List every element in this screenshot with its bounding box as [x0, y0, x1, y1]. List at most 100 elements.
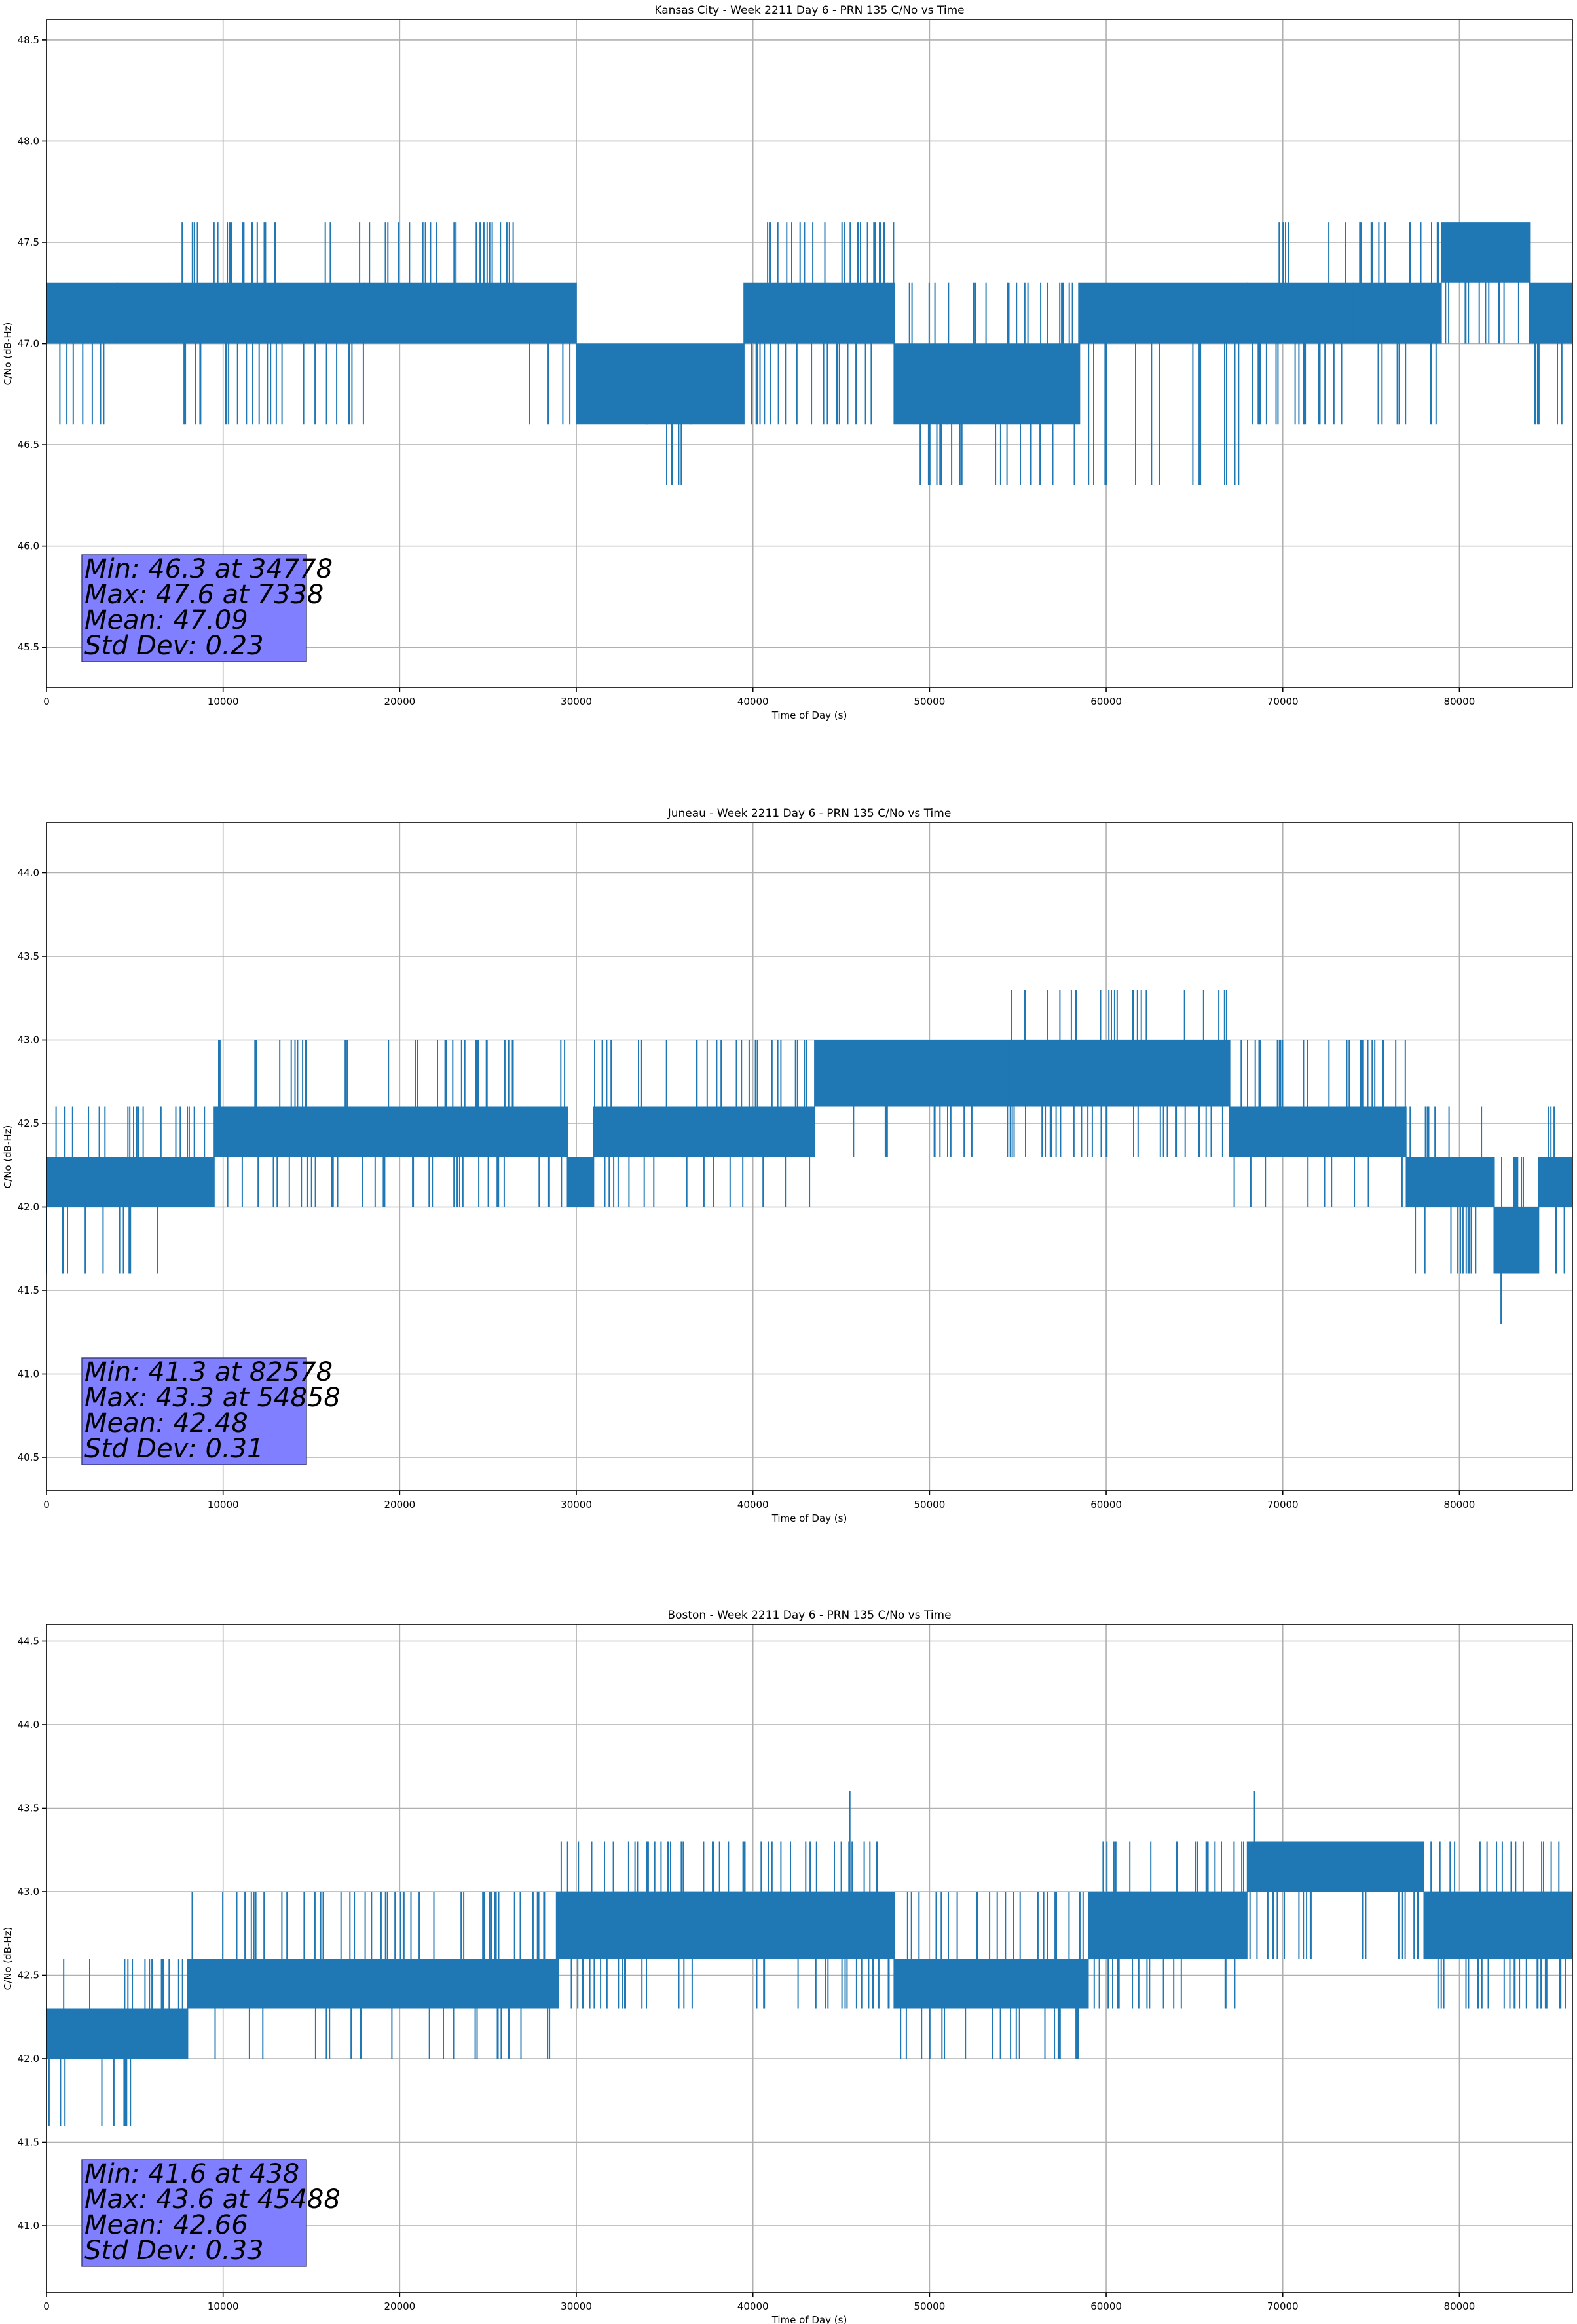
- x-tick-label: 30000: [561, 696, 592, 707]
- series-segment-2: [213, 1040, 568, 1207]
- x-tick-label: 70000: [1267, 2300, 1299, 2312]
- y-tick-label: 48.5: [18, 34, 39, 46]
- series-segment-12: [1246, 222, 1354, 425]
- x-axis-label: Time of Day (s): [771, 2314, 847, 2324]
- x-tick-label: 30000: [561, 2300, 592, 2312]
- series-segment-1: [116, 282, 171, 344]
- chart-title: Kansas City - Week 2211 Day 6 - PRN 135 …: [654, 4, 964, 17]
- series-segment-8: [1423, 1841, 1572, 2009]
- y-tick-label: 42.0: [18, 2053, 39, 2065]
- series-segment-5: [893, 1892, 1089, 2059]
- x-tick-label: 0: [43, 1499, 50, 1510]
- stats-max: Max: 43.6 at 45488: [84, 2184, 341, 2215]
- x-tick-label: 70000: [1267, 696, 1299, 707]
- y-tick-label: 41.0: [18, 1368, 39, 1380]
- chart-title: Juneau - Week 2211 Day 6 - PRN 135 C/No …: [667, 807, 952, 820]
- series-segment-6: [1008, 990, 1231, 1157]
- x-tick-label: 20000: [384, 696, 415, 707]
- x-tick-label: 50000: [914, 696, 946, 707]
- x-tick-label: 50000: [914, 1499, 946, 1510]
- series-segment-9: [893, 282, 948, 485]
- stats-mean: Mean: 42.66: [84, 2210, 248, 2240]
- series-segment-10: [946, 282, 1081, 485]
- y-tick-label: 42.5: [18, 1970, 39, 1981]
- y-axis-label: C/No (dB-Hz): [2, 322, 14, 386]
- stats-max: Max: 43.3 at 54858: [84, 1383, 341, 1413]
- y-tick-label: 45.5: [18, 641, 39, 653]
- chart-panel-1: 0 10000 20000 30000 40000 50000 60000 70000 8000…: [2, 807, 1573, 1524]
- series-trace: [46, 1791, 1572, 2126]
- x-tick-label: 40000: [737, 2300, 769, 2312]
- axes-frame: [46, 1624, 1573, 2293]
- series-segment-5: [576, 343, 648, 425]
- y-tick-label: 46.0: [18, 540, 39, 552]
- series-segment-7: [690, 343, 745, 425]
- y-tick-label: 47.0: [18, 338, 39, 350]
- y-axis-label: C/No (dB-Hz): [2, 1125, 14, 1189]
- x-tick-label: 0: [43, 2300, 50, 2312]
- stats-max: Max: 47.6 at 7338: [84, 580, 324, 610]
- stats-box: [81, 1357, 307, 1465]
- x-tick-label: 60000: [1090, 2300, 1122, 2312]
- chart-title: Boston - Week 2211 Day 6 - PRN 135 C/No …: [667, 1609, 951, 1622]
- stats-std: Std Dev: 0.33: [84, 2236, 264, 2266]
- y-tick-label: 41.5: [18, 2137, 39, 2148]
- series-segment-11: [1079, 282, 1248, 485]
- y-tick-label: 44.0: [18, 867, 39, 879]
- x-axis-label: Time of Day (s): [771, 1512, 847, 1524]
- y-axis-label: C/No (dB-Hz): [2, 1927, 14, 1991]
- series-segment-9: [1494, 1157, 1540, 1324]
- y-tick-label: 44.5: [18, 1636, 39, 1647]
- stats-min: Min: 46.3 at 34778: [84, 554, 333, 584]
- series-segment-0: [46, 282, 118, 425]
- x-tick-label: 20000: [384, 1499, 415, 1510]
- y-tick-label: 43.0: [18, 1886, 39, 1898]
- y-tick-label: 40.5: [18, 1452, 39, 1463]
- series-segment-1: [169, 1106, 215, 1207]
- y-tick-label: 48.0: [18, 135, 39, 147]
- x-tick-label: 80000: [1444, 1499, 1475, 1510]
- x-tick-label: 50000: [914, 2300, 946, 2312]
- y-tick-label: 46.5: [18, 439, 39, 451]
- y-tick-label: 44.0: [18, 1719, 39, 1731]
- series-segment-3: [558, 1841, 754, 2009]
- y-tick-label: 42.5: [18, 1117, 39, 1129]
- y-tick-label: 41.0: [18, 2220, 39, 2232]
- stats-mean: Mean: 42.48: [84, 1408, 248, 1438]
- axes-frame: [46, 822, 1573, 1491]
- x-axis-label: Time of Day (s): [771, 709, 847, 721]
- series-segment-4: [513, 282, 577, 425]
- chart-panel-0: 0 10000 20000 30000 40000 50000 60000 70000 8000…: [2, 4, 1573, 721]
- y-tick-label: 43.0: [18, 1034, 39, 1046]
- series-segment-6: [1088, 1841, 1248, 2009]
- series-trace: [46, 222, 1572, 485]
- series-segment-6: [646, 343, 692, 485]
- x-tick-label: 70000: [1267, 1499, 1299, 1510]
- x-tick-label: 10000: [208, 696, 239, 707]
- x-tick-label: 60000: [1090, 1499, 1122, 1510]
- y-tick-label: 47.5: [18, 236, 39, 248]
- x-tick-label: 20000: [384, 2300, 415, 2312]
- series-segment-4: [593, 1040, 815, 1207]
- series-trace: [46, 990, 1572, 1324]
- series-segment-7: [1229, 1040, 1407, 1207]
- y-tick-label: 42.0: [18, 1201, 39, 1213]
- series-segment-14: [1441, 222, 1531, 344]
- y-tick-label: 43.5: [18, 950, 39, 962]
- y-tick-label: 43.5: [18, 1803, 39, 1814]
- series-segment-0: [46, 1106, 171, 1274]
- series-segment-8: [743, 222, 895, 425]
- x-tick-label: 30000: [561, 1499, 592, 1510]
- series-segment-2: [187, 1892, 559, 2059]
- series-segment-1: [134, 1959, 189, 2059]
- x-tick-label: 80000: [1444, 2300, 1475, 2312]
- x-tick-label: 40000: [737, 1499, 769, 1510]
- stats-box: [81, 554, 307, 662]
- series-segment-13: [1352, 222, 1442, 425]
- series-segment-0: [46, 1959, 135, 2126]
- chart-panel-2: 0 10000 20000 30000 40000 50000 60000 70000 8000…: [2, 1609, 1573, 2324]
- series-segment-10: [1538, 1106, 1572, 1274]
- stats-std: Std Dev: 0.23: [84, 631, 264, 661]
- stats-min: Min: 41.3 at 82578: [84, 1357, 333, 1387]
